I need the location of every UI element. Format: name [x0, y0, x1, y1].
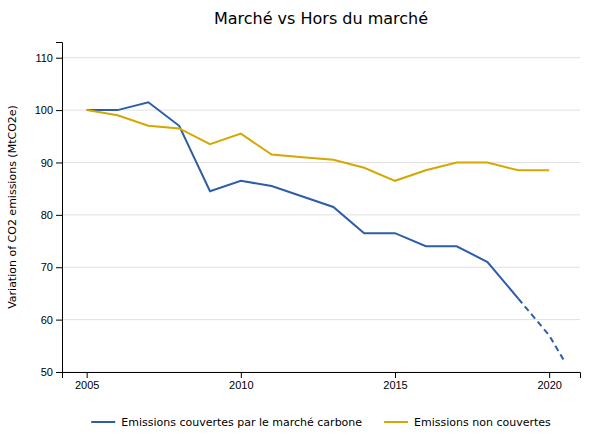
- grid-line: [62, 110, 580, 111]
- lines: [87, 102, 565, 361]
- x-axis: 2005 2010 2015 2020: [63, 372, 581, 391]
- y-axis-label: Variation of CO2 emissions (MtCO2e): [6, 105, 19, 309]
- chart: 2005 2010 2015 2020 50 60 70 80 90 100 110 Marché v…: [0, 0, 604, 442]
- y-tick-mark: [56, 215, 62, 216]
- x-tick-label: 2020: [537, 379, 561, 391]
- y-tick: 80: [41, 209, 62, 221]
- x-tick-mark: [549, 372, 550, 378]
- y-tick-mark: [56, 267, 62, 268]
- y-tick-label: 70: [41, 261, 53, 273]
- legend-label: Emissions couvertes par le marché carbon…: [121, 416, 362, 429]
- y-tick: 110: [35, 52, 62, 64]
- y-tick: 90: [41, 156, 62, 168]
- x-tick: 2020: [537, 372, 561, 391]
- x-tick-label: 2010: [229, 379, 253, 391]
- y-tick-mark: [56, 110, 62, 111]
- plot-area: 2005 2010 2015 2020 50 60 70 80 90 100 110: [35, 43, 581, 391]
- legend-item: Emissions couvertes par le marché carbon…: [91, 416, 362, 429]
- y-tick-label: 90: [41, 156, 53, 168]
- y-tick: 70: [41, 261, 62, 273]
- grid-line: [62, 162, 580, 163]
- x-tick-mark: [395, 372, 396, 378]
- grid: [62, 58, 580, 372]
- series-line: [87, 110, 550, 181]
- grid-line: [62, 57, 580, 58]
- y-tick-label: 80: [41, 209, 53, 221]
- y-tick-label: 50: [41, 366, 53, 378]
- x-tick-label: 2005: [75, 379, 99, 391]
- legend-swatch: [91, 421, 115, 423]
- y-axis-line: [56, 43, 63, 373]
- grid-line: [62, 319, 580, 320]
- y-tick: 50: [41, 366, 62, 378]
- legend-swatch: [384, 421, 408, 423]
- series-line: [87, 102, 519, 298]
- x-tick-mark: [241, 372, 242, 378]
- legend-label: Emissions non couvertes: [414, 416, 551, 429]
- y-tick-mark: [56, 58, 62, 59]
- grid-line: [62, 267, 580, 268]
- legend-item: Emissions non couvertes: [384, 416, 551, 429]
- y-tick-mark: [56, 320, 62, 321]
- legend: Emissions couvertes par le marché carbon…: [91, 416, 551, 429]
- title: Marché vs Hors du marché: [214, 9, 428, 28]
- y-tick: 100: [35, 104, 62, 116]
- x-tick: 2010: [229, 372, 253, 391]
- y-tick-label: 110: [35, 52, 53, 64]
- y-tick-label: 100: [35, 104, 53, 116]
- x-axis-line: [63, 373, 581, 379]
- y-axis: 50 60 70 80 90 100 110: [35, 43, 63, 379]
- y-tick: 60: [41, 314, 62, 326]
- y-tick-label: 60: [41, 314, 53, 326]
- x-tick: 2015: [383, 372, 407, 391]
- x-tick: 2005: [75, 372, 99, 391]
- series-line: [518, 299, 564, 362]
- y-tick-mark: [56, 162, 62, 163]
- x-tick-mark: [87, 372, 88, 378]
- y-tick-mark: [56, 372, 62, 373]
- x-tick-label: 2015: [383, 379, 407, 391]
- grid-line: [62, 214, 580, 215]
